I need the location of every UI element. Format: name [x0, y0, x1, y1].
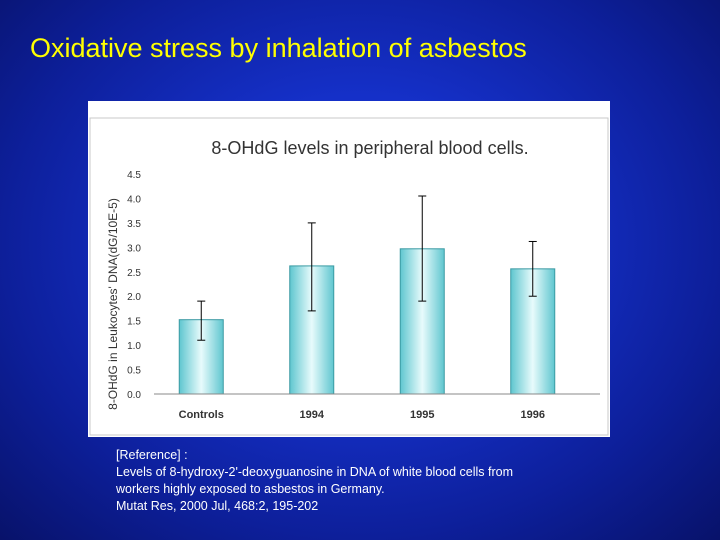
y-tick-label: 1.0 — [127, 341, 141, 352]
x-tick-label: 1994 — [300, 409, 325, 421]
chart-panel: 8-OHdG levels in peripheral blood cells.… — [88, 101, 610, 437]
y-tick-label: 3.5 — [127, 219, 141, 230]
reference-line: Mutat Res, 2000 Jul, 468:2, 195-202 — [116, 499, 319, 513]
reference-line: Levels of 8-hydroxy-2'-deoxyguanosine in… — [116, 465, 514, 479]
reference-line: workers highly exposed to asbestos in Ge… — [116, 482, 385, 496]
slide-title: Oxidative stress by inhalation of asbest… — [30, 33, 527, 63]
y-tick-label: 0.5 — [127, 366, 141, 377]
y-axis-label: 8-OHdG in Leukocytes' DNA(dG/10E-5) — [106, 198, 120, 410]
reference-heading: [Reference] : — [116, 448, 188, 462]
chart-title: 8-OHdG levels in peripheral blood cells. — [211, 138, 528, 158]
x-tick-label: Controls — [179, 409, 224, 421]
x-tick-label: 1995 — [410, 409, 434, 421]
y-tick-label: 1.5 — [127, 317, 141, 328]
x-tick-label: 1996 — [521, 409, 545, 421]
y-tick-label: 4.0 — [127, 194, 141, 205]
y-tick-label: 2.0 — [127, 292, 141, 303]
y-tick-label: 4.5 — [127, 170, 141, 181]
reference-block: [Reference] : Levels of 8-hydroxy-2'-deo… — [116, 447, 676, 515]
y-tick-label: 3.0 — [127, 243, 141, 254]
y-tick-label: 0.0 — [127, 390, 141, 401]
chart-header-strip — [88, 101, 610, 117]
bar-chart: 8-OHdG levels in peripheral blood cells.… — [88, 101, 610, 436]
y-tick-label: 2.5 — [127, 268, 141, 279]
